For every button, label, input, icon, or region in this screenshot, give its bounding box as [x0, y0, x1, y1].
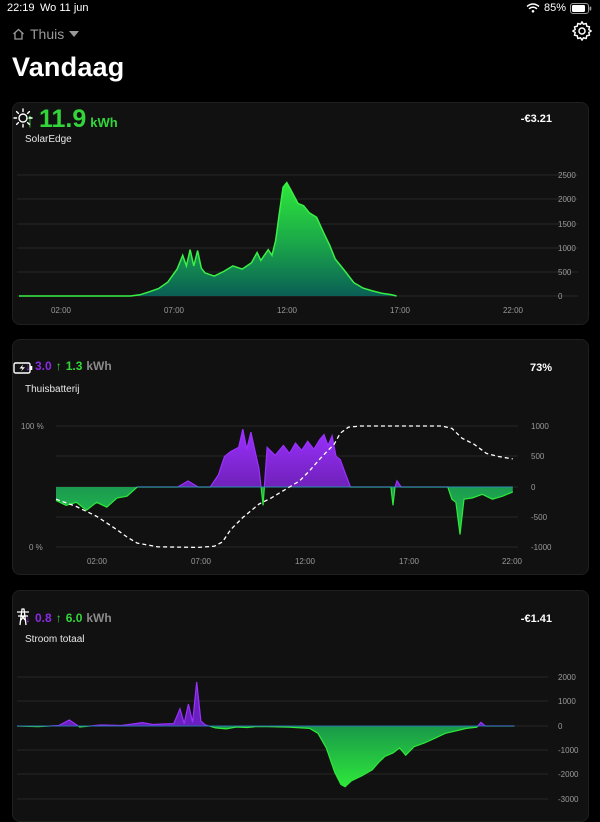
- y-tick-label: -2000: [558, 770, 579, 779]
- left-tick-label: 100 %: [21, 422, 44, 431]
- y-tick-label: 1000: [558, 697, 576, 706]
- state-of-charge-line: [55, 425, 513, 549]
- battery-down-value: 3.0: [35, 359, 52, 373]
- arrow-down-icon: ↓: [25, 611, 31, 625]
- x-tick-label: 12:00: [277, 306, 298, 315]
- battery-up-value: 1.3: [65, 359, 83, 373]
- arrow-up-icon: ↑: [25, 110, 35, 132]
- power-pylon-icon: [17, 608, 29, 626]
- chevron-down-icon: [69, 30, 80, 37]
- solar-unit: kWh: [90, 115, 118, 130]
- page-title: Vandaag: [12, 52, 125, 82]
- status-time: 22:19: [7, 2, 35, 14]
- y-tick-label: 0: [558, 292, 563, 301]
- y-tick-label: 1500: [558, 220, 576, 229]
- y-tick-label: 1000: [558, 244, 576, 253]
- grid-up-value: 6.0: [65, 611, 83, 625]
- battery-discharge-area: [56, 429, 513, 487]
- solar-total: ↑ 11.9 kWh: [25, 105, 118, 134]
- y-tick-label: 0: [531, 483, 536, 492]
- y-tick-label: 0: [558, 722, 563, 731]
- arrow-up-icon: ↑: [55, 359, 62, 373]
- y-tick-label: -500: [531, 513, 548, 522]
- battery-icon: [570, 2, 592, 14]
- sun-icon: [13, 108, 33, 128]
- wifi-icon: [526, 3, 540, 13]
- solar-cost: -€3.21: [520, 113, 552, 125]
- battery-unit: kWh: [86, 359, 112, 373]
- x-tick-label: 17:00: [390, 306, 411, 315]
- status-date: Wo 11 jun: [40, 2, 89, 14]
- y-tick-label: 2000: [558, 673, 576, 682]
- left-tick-label: 0 %: [29, 543, 43, 552]
- home-label: Thuis: [30, 26, 65, 42]
- battery-totals: ↓ 3.0 ↑ 1.3 kWh: [25, 359, 112, 373]
- battery-charging-icon: [13, 362, 33, 374]
- x-tick-label: 07:00: [164, 306, 185, 315]
- grid-export-area: [17, 726, 515, 787]
- gear-icon[interactable]: [571, 20, 593, 42]
- status-bar: 22:19 Wo 11 jun 85%: [0, 0, 600, 18]
- x-tick-label: 22:00: [502, 557, 523, 566]
- battery-chart: 1000 500 0 -500 -1000 100 % 0 % 02:00 07:00 12:00…: [21, 422, 552, 566]
- y-tick-label: 500: [558, 268, 572, 277]
- home-selector[interactable]: Thuis: [12, 26, 80, 42]
- grid-unit: kWh: [86, 611, 112, 625]
- arrow-up-icon: ↑: [55, 611, 62, 625]
- y-tick-label: 500: [531, 452, 545, 461]
- battery-percent-value: 73%: [529, 362, 552, 374]
- grid-down-value: 0.8: [35, 611, 52, 625]
- grid-name: Stroom totaal: [25, 634, 85, 645]
- solar-chart: 2500 2000 1500 1000 500 0 02:00 07:00 12:00 17:00…: [17, 171, 578, 315]
- battery-percent: 85%: [543, 2, 566, 14]
- y-tick-label: -1000: [531, 543, 552, 552]
- grid-line-pos: [17, 681, 515, 726]
- x-tick-label: 02:00: [87, 557, 108, 566]
- grid-cost: -€1.41: [520, 613, 552, 625]
- grid-line-neg: [16, 726, 515, 788]
- battery-power-line-neg: [55, 487, 514, 535]
- battery-charge-area: [56, 487, 513, 535]
- x-tick-label: 07:00: [191, 557, 212, 566]
- x-tick-label: 12:00: [295, 557, 316, 566]
- solar-area: [19, 182, 397, 296]
- status-right: 85%: [526, 2, 592, 14]
- home-icon: [13, 28, 24, 40]
- grid-totals: ↓ 0.8 ↑ 6.0 kWh: [25, 611, 112, 625]
- solar-name: SolarEdge: [25, 134, 72, 145]
- y-tick-label: 2000: [558, 195, 576, 204]
- x-tick-label: 02:00: [51, 306, 72, 315]
- solar-line: [19, 181, 397, 297]
- solar-value: 11.9: [39, 105, 87, 133]
- x-tick-label: 17:00: [399, 557, 420, 566]
- y-tick-label: 2500: [558, 171, 576, 180]
- battery-power-line-pos: [136, 428, 449, 487]
- arrow-down-icon: ↓: [25, 359, 31, 373]
- y-tick-label: -1000: [558, 746, 579, 755]
- x-tick-label: 22:00: [503, 306, 524, 315]
- solar-card[interactable]: 2500 2000 1500 1000 500 0 02:00 07:00 12:00 17:00…: [12, 102, 589, 325]
- y-tick-label: 1000: [531, 422, 549, 431]
- battery-name: Thuisbatterij: [25, 384, 80, 395]
- grid-card[interactable]: 2000 1000 0 -1000 -2000 -3000 ↓ 0.8 ↑ 6.0 kWh…: [12, 590, 589, 822]
- battery-card[interactable]: 1000 500 0 -500 -1000 100 % 0 % 02:00 07:00 12:00…: [12, 339, 589, 575]
